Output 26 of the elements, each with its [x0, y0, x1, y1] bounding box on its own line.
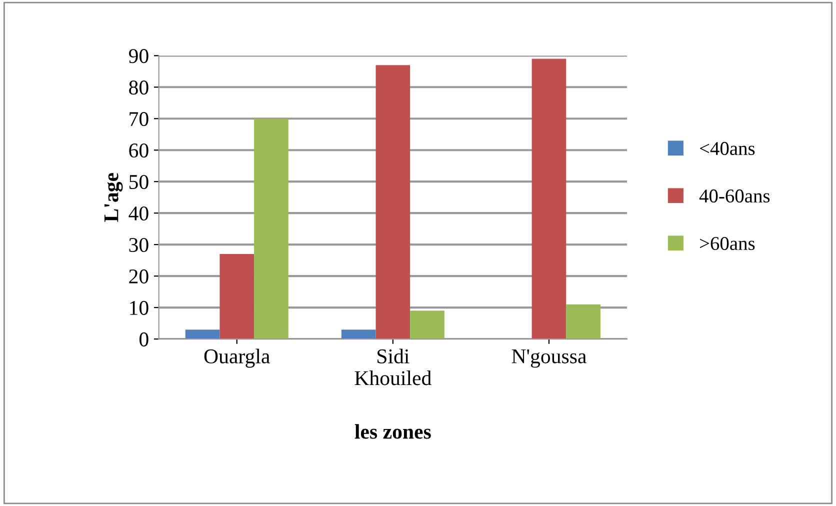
- y-tick-label: 0: [139, 332, 148, 346]
- y-tick-label: 10: [130, 300, 148, 315]
- legend-label: >60ans: [700, 236, 755, 250]
- bar: [185, 330, 220, 340]
- y-tick-label: 40: [128, 206, 148, 221]
- y-tick-label: 80: [129, 80, 148, 95]
- bar: [220, 254, 254, 340]
- bar: [376, 65, 410, 340]
- x-axis-title: les zones: [354, 424, 431, 439]
- y-axis-title: L'age: [104, 173, 123, 222]
- bar: [566, 304, 600, 340]
- x-tick-label: Ouargla: [204, 348, 270, 368]
- y-tick-label: 20: [129, 269, 148, 284]
- bar: [532, 58, 566, 340]
- x-tick-label: N'goussa: [512, 349, 586, 368]
- y-tick-label: 50: [129, 174, 148, 190]
- bar: [410, 310, 444, 340]
- x-tick-label: Sidi Khouiled: [354, 348, 432, 386]
- y-tick-label: 70: [130, 112, 148, 126]
- bar: [341, 330, 376, 340]
- bar: [254, 118, 288, 340]
- y-tick-label: 60: [129, 143, 148, 158]
- y-tick-label: 90: [128, 49, 148, 64]
- legend-label: 40-60ans: [699, 189, 770, 203]
- y-tick-label: 30: [129, 238, 148, 252]
- legend-label: <40ans: [700, 142, 755, 156]
